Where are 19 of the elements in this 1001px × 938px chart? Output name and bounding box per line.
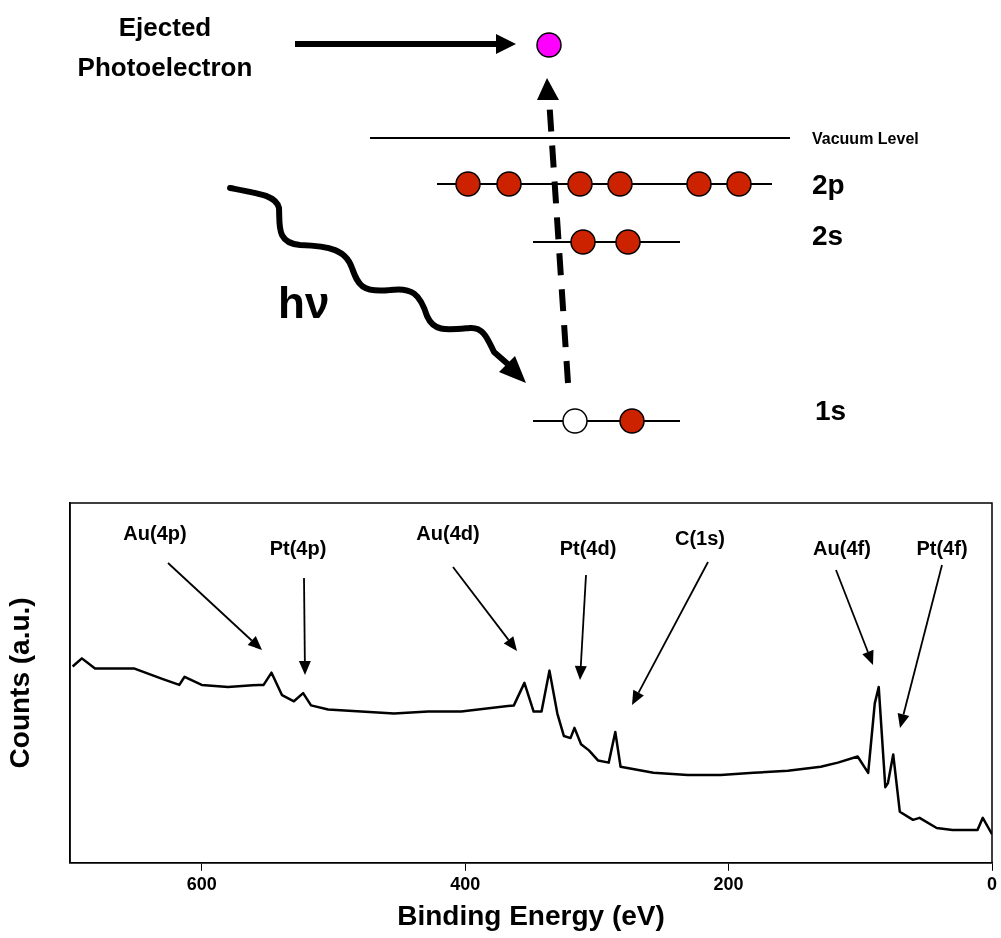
text: Pt(4p) bbox=[269, 537, 327, 559]
text: Ejected Photoelectron bbox=[77, 12, 253, 82]
text: 2p bbox=[812, 169, 845, 200]
text: Pt(4d) bbox=[559, 537, 617, 559]
text: Au(4d) bbox=[416, 522, 480, 544]
x-tick-label: 0 bbox=[986, 873, 998, 894]
text: C(1s) bbox=[674, 527, 726, 549]
text: hν bbox=[278, 278, 330, 327]
x-tick-label: 400 bbox=[450, 873, 481, 894]
text: 1s bbox=[815, 395, 847, 426]
text: Au(4f) bbox=[813, 537, 871, 559]
text: 2s bbox=[812, 220, 844, 251]
x-tick-label: 600 bbox=[186, 873, 217, 894]
y-axis-title: Counts (a.u.) bbox=[3, 597, 35, 769]
text: Vacuum Level bbox=[812, 130, 919, 147]
x-tick-label: 200 bbox=[713, 873, 744, 894]
text: Au(4p) bbox=[123, 522, 187, 544]
x-axis-title: Binding Energy (eV) bbox=[397, 899, 665, 931]
text: Pt(4f) bbox=[916, 537, 968, 559]
